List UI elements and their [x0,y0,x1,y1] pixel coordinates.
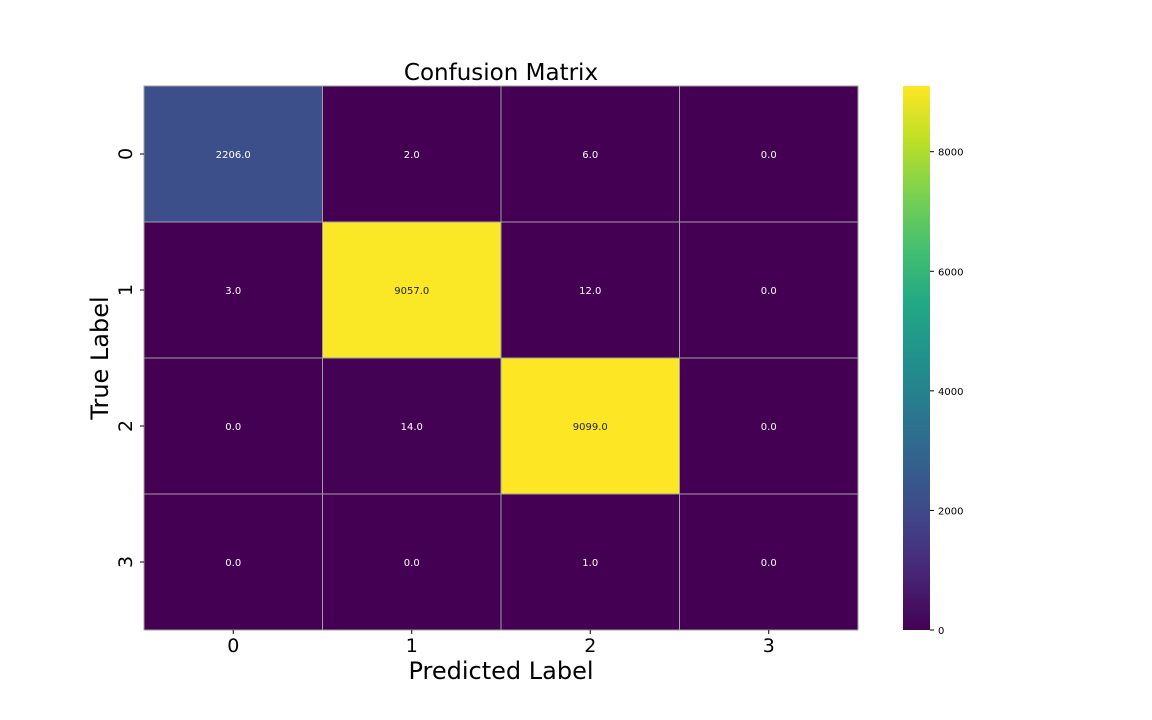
heatmap-cells [143,85,859,631]
cell-value-label: 9057.0 [394,286,429,297]
cell-value-label: 0.0 [225,422,241,433]
cell-value-label: 6.0 [582,150,598,161]
cell-value-label: 3.0 [225,286,241,297]
cell-value-label: 0.0 [761,150,777,161]
cell-value-label: 12.0 [579,286,601,297]
x-tick-label: 0 [227,635,239,657]
colorbar [903,86,930,630]
heatmap-cell [322,85,502,223]
heatmap-cell [679,357,859,495]
cell-value-label: 0.0 [761,558,777,569]
colorbar-tick-label: 2000 [938,506,963,517]
y-tick-label: 1 [115,284,137,296]
heatmap-cell [679,493,859,631]
heatmap-cell [500,85,680,223]
heatmap-cell [143,85,323,223]
heatmap-cell [143,493,323,631]
cell-value-label: 2206.0 [216,150,251,161]
cell-value-label: 0.0 [761,422,777,433]
cell-value-label: 1.0 [582,558,598,569]
colorbar-ticks: 0 2000 4000 6000 8000 [930,148,963,637]
heatmap-cell [500,221,680,359]
heatmap-cell-labels: 2206.0 2.0 6.0 0.0 3.0 9057.0 12.0 0.0 0.0 14.0 90… [216,150,777,569]
cell-value-label: 2.0 [404,150,420,161]
heatmap-cell [500,493,680,631]
colorbar-tick-label: 8000 [938,148,963,159]
x-tick-label: 1 [406,635,418,657]
heatmap-cell [679,221,859,359]
y-tick-label: 3 [115,556,137,568]
heatmap-cell [143,221,323,359]
y-tick-label: 0 [115,148,137,160]
x-axis-label: Predicted Label [408,657,593,685]
cell-value-label: 0.0 [404,558,420,569]
cell-value-label: 14.0 [401,422,423,433]
colorbar-tick-label: 6000 [938,267,963,278]
cell-value-label: 9099.0 [573,422,608,433]
heatmap-cell [322,221,502,359]
x-axis-ticks: 0 1 2 3 [227,630,775,657]
x-tick-label: 2 [584,635,596,657]
heatmap-cell [679,85,859,223]
heatmap-cell [322,357,502,495]
cell-value-label: 0.0 [225,558,241,569]
colorbar-tick-label: 0 [938,626,944,637]
heatmap-cell [322,493,502,631]
colorbar-tick-label: 4000 [938,387,963,398]
cell-value-label: 0.0 [761,286,777,297]
y-axis-label: True Label [86,296,114,420]
chart-title: Confusion Matrix [404,60,598,86]
x-tick-label: 3 [763,635,775,657]
y-tick-label: 2 [115,420,137,432]
y-axis-ticks: 0 1 2 3 [115,148,144,568]
